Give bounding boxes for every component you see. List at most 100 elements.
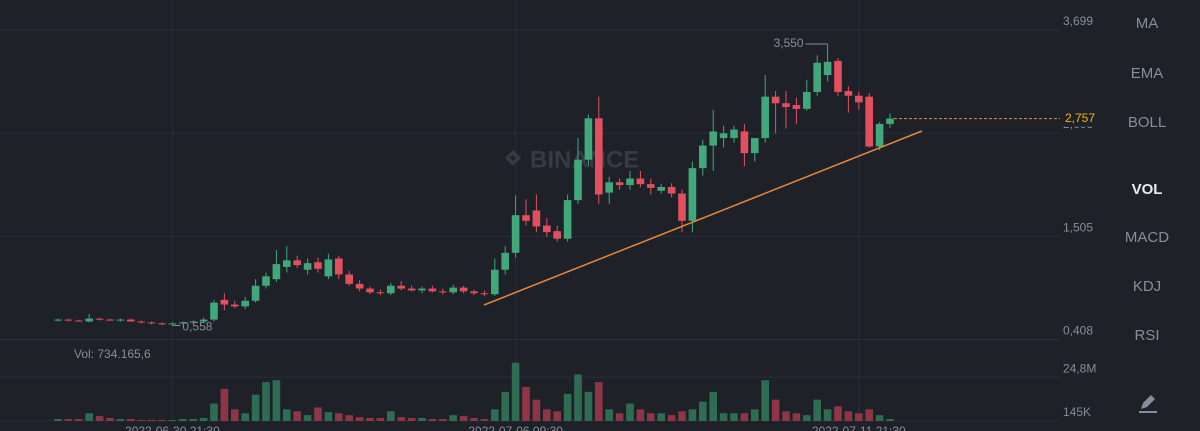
candle-body — [626, 178, 634, 186]
candle-body — [376, 292, 385, 294]
candle-body — [813, 62, 821, 92]
candle-body — [584, 118, 593, 160]
candle-body — [199, 319, 208, 322]
candle-body — [189, 321, 197, 323]
volume-bar — [158, 419, 166, 421]
trend-line — [483, 130, 923, 306]
candle-body — [75, 320, 83, 322]
volume-bar — [335, 413, 343, 421]
indicator-button[interactable]: VOL — [1132, 181, 1163, 198]
candle-body — [64, 319, 73, 321]
volume-bar — [543, 409, 551, 421]
volume-bar — [813, 399, 821, 421]
volume-bar — [137, 419, 145, 421]
volume-bar — [761, 380, 769, 421]
candle-body — [740, 131, 749, 154]
watermark-icon — [505, 150, 521, 166]
indicator-button[interactable]: BOLL — [1128, 114, 1166, 131]
candle-body — [241, 300, 249, 307]
candle-body — [532, 210, 541, 227]
candle-body — [210, 302, 218, 320]
candle-body — [761, 96, 769, 139]
volume-bar — [283, 409, 291, 421]
volume-bar — [231, 409, 239, 421]
volume-bar — [397, 417, 405, 421]
indicator-button[interactable]: MA — [1136, 15, 1159, 32]
candle-body — [303, 263, 312, 270]
indicator-button[interactable]: KDJ — [1133, 278, 1161, 295]
volume-bar — [865, 409, 873, 421]
candle-body — [491, 269, 499, 295]
volume-bar — [439, 419, 447, 421]
y-tick-label: 1,505 — [1063, 221, 1093, 235]
volume-bar — [886, 419, 894, 421]
candle-body — [563, 200, 572, 239]
candle-body — [54, 319, 62, 321]
volume-bar — [293, 411, 301, 421]
candle-body — [657, 186, 665, 191]
candle-body — [459, 287, 468, 292]
candle-body — [730, 129, 738, 139]
volume-bar — [355, 417, 364, 421]
x-tick-label: 2022-07-11 21:30 — [812, 424, 906, 431]
candle-body — [470, 291, 478, 294]
x-tick-label: 2022-06-30 21:30 — [125, 424, 220, 431]
candle-body — [168, 323, 177, 325]
candle-body — [501, 252, 509, 270]
volume-bar — [407, 418, 416, 421]
indicator-button[interactable]: RSI — [1134, 327, 1159, 344]
volume-bar — [740, 413, 749, 421]
volume-bar — [782, 411, 790, 421]
volume-bar — [751, 409, 759, 421]
candle-body — [615, 182, 624, 186]
volume-bar — [272, 380, 281, 421]
volume-bar — [491, 409, 499, 421]
candle-body — [179, 322, 187, 324]
volume-bar — [262, 382, 270, 421]
edit-icon[interactable] — [1139, 395, 1157, 413]
candle-body — [127, 319, 135, 322]
volume-bar — [605, 409, 613, 421]
last-price-box — [1063, 110, 1099, 127]
volume-bar — [730, 413, 738, 421]
volume-bar — [501, 391, 509, 421]
volume-bar — [678, 411, 686, 421]
volume-bar — [719, 413, 728, 421]
candle-body — [792, 105, 801, 109]
candle-body — [782, 103, 790, 108]
candle-body — [272, 264, 281, 280]
candle-body — [480, 293, 489, 295]
volume-bar — [418, 418, 426, 421]
candle-body — [771, 96, 780, 104]
indicator-button[interactable]: EMA — [1131, 65, 1164, 82]
volume-bar — [657, 413, 665, 421]
candle-body — [366, 288, 374, 293]
volume-bar — [615, 413, 624, 421]
volume-bar — [303, 415, 312, 421]
volume-bar — [366, 418, 374, 421]
volume-bar — [85, 413, 93, 421]
volume-bar — [771, 399, 780, 421]
volume-bar — [199, 418, 208, 421]
volume-bar — [210, 403, 218, 421]
high-label: 3,550 — [774, 36, 804, 50]
candle-body — [823, 61, 832, 76]
candle-body — [678, 193, 686, 221]
candle-body — [283, 260, 291, 267]
volume-bar — [522, 386, 530, 421]
candle-body — [834, 60, 842, 92]
candle-body — [335, 258, 343, 275]
volume-bar — [314, 407, 322, 421]
volume-bar — [345, 415, 353, 421]
volume-bar — [54, 419, 62, 421]
volume-bar — [574, 374, 582, 421]
volume-bar — [220, 388, 229, 421]
volume-bar — [387, 411, 395, 421]
candle-body — [428, 288, 437, 292]
candle-body — [158, 323, 166, 325]
volume-bar — [428, 419, 437, 421]
indicator-button[interactable]: MACD — [1125, 229, 1169, 246]
volume-bar — [823, 409, 832, 421]
candle-body — [418, 288, 426, 291]
candle-body — [803, 91, 811, 109]
